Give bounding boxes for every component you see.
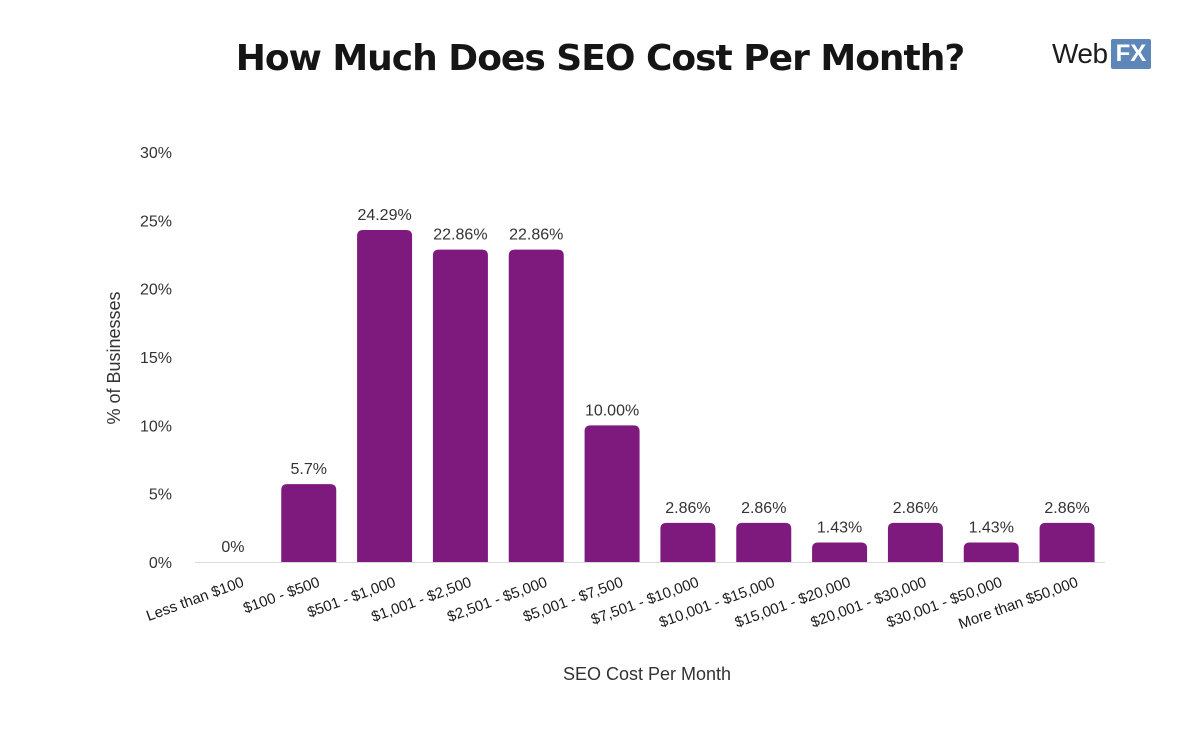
bar-data-label: 2.86% — [893, 500, 938, 517]
bar — [281, 484, 337, 562]
logo-fx-badge: FX — [1110, 39, 1152, 69]
y-axis-label: % of Businesses — [104, 291, 124, 424]
y-tick-label: 5% — [149, 487, 172, 504]
y-tick-label: 15% — [140, 350, 172, 367]
bar-data-label: 10.00% — [585, 402, 639, 419]
bar-data-label: 2.86% — [665, 500, 710, 517]
bar — [736, 522, 792, 562]
bar — [887, 522, 943, 562]
y-tick-label: 30% — [140, 145, 172, 162]
logo-web-text: Web — [1052, 38, 1108, 69]
bar — [660, 522, 716, 562]
bar-data-label: 0% — [221, 539, 244, 556]
bar — [584, 425, 640, 562]
bar — [812, 542, 868, 562]
bar-data-label: 1.43% — [817, 519, 862, 536]
bar-data-label: 1.43% — [969, 519, 1014, 536]
webfx-logo: Web FX — [1052, 38, 1152, 70]
bar-data-label: 5.7% — [291, 461, 327, 478]
chart-title: How Much Does SEO Cost Per Month? — [235, 38, 966, 79]
data-labels: 0% 5.7% 24.29% 22.86% 22.86% 10.00% 2.86% 2.86%… — [221, 207, 1089, 556]
y-tick-label: 25% — [140, 213, 172, 230]
y-tick-label: 10% — [140, 418, 172, 435]
bars — [281, 230, 1095, 562]
bar-data-label: 2.86% — [741, 500, 786, 517]
y-tick-label: 20% — [140, 282, 172, 299]
bar — [963, 542, 1019, 562]
bar — [508, 249, 564, 562]
bar — [1039, 522, 1095, 562]
bar-data-label: 22.86% — [433, 227, 487, 244]
bar — [357, 230, 413, 562]
y-tick-label: 0% — [149, 555, 172, 572]
bar-data-label: 22.86% — [509, 227, 563, 244]
bar-data-label: 24.29% — [357, 207, 411, 224]
x-category-label: Less than $100 — [144, 574, 246, 625]
bar-data-label: 2.86% — [1044, 500, 1089, 517]
y-axis-ticks: 0% 5% 10% 15% 20% 25% 30% — [140, 145, 172, 572]
x-axis-label: SEO Cost Per Month — [563, 664, 731, 684]
x-axis-categories: Less than $100$100 - $500$501 - $1,000$1… — [144, 574, 1080, 633]
bar — [432, 249, 488, 562]
